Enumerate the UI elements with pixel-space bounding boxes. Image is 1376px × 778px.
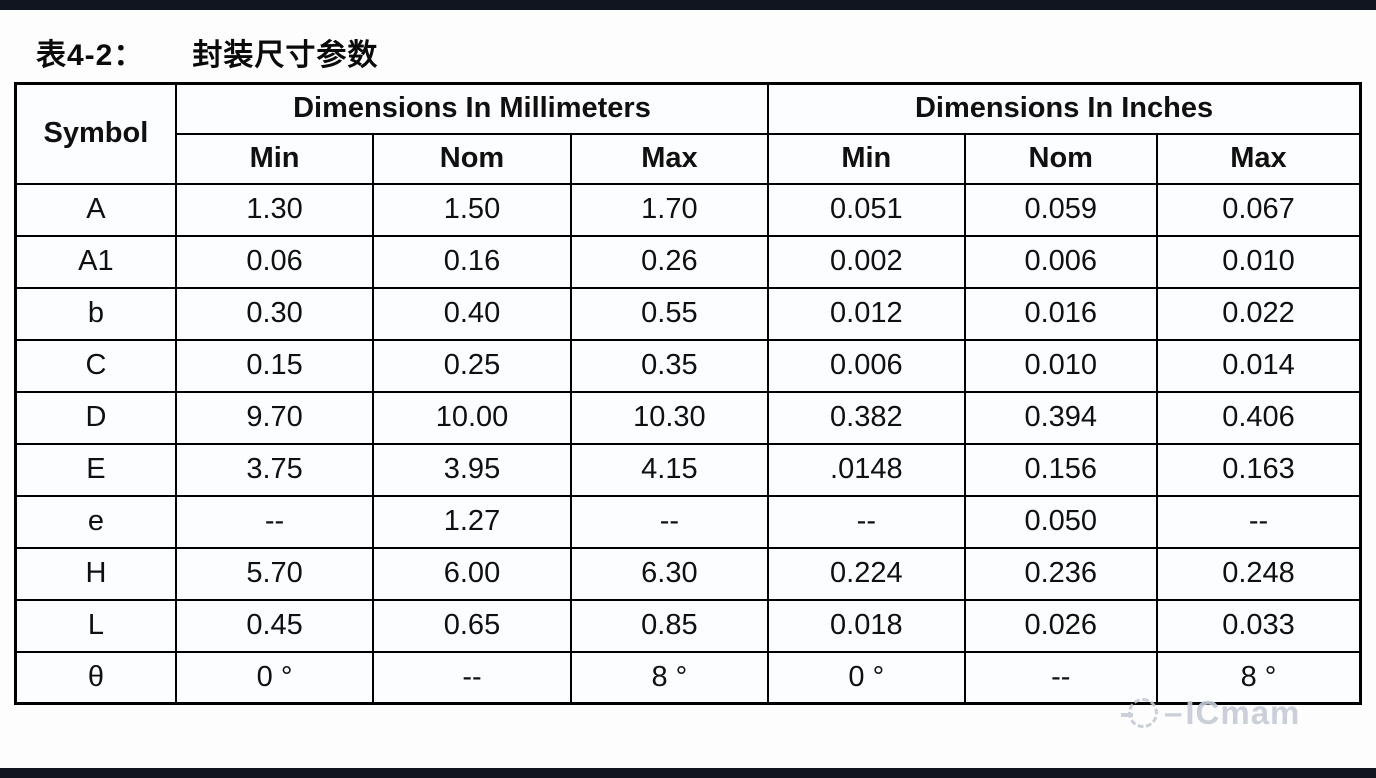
table-row: A 1.30 1.50 1.70 0.051 0.059 0.067 <box>14 182 1362 237</box>
millimeters-group-header: Dimensions In Millimeters <box>174 82 770 135</box>
value-cell: 0.06 <box>174 234 375 289</box>
value-cell: 8 ° <box>1155 650 1362 705</box>
value-cell: 6.00 <box>372 546 572 601</box>
table-row: L 0.45 0.65 0.85 0.018 0.026 0.033 <box>14 598 1362 653</box>
inches-group-header: Dimensions In Inches <box>767 82 1362 135</box>
value-cell: 10.30 <box>569 390 770 445</box>
symbol-cell: L <box>14 598 177 653</box>
in-max-header: Max <box>1155 132 1362 185</box>
symbol-cell: A <box>14 182 177 237</box>
value-cell: 0.014 <box>1155 338 1362 393</box>
value-cell: 0.006 <box>963 234 1158 289</box>
value-cell: 9.70 <box>174 390 375 445</box>
value-cell: 0.406 <box>1155 390 1362 445</box>
value-cell: 0.026 <box>963 598 1158 653</box>
value-cell: 0.394 <box>963 390 1158 445</box>
value-cell: 0.022 <box>1155 286 1362 341</box>
value-cell: 0.40 <box>372 286 572 341</box>
value-cell: 6.30 <box>569 546 770 601</box>
symbol-cell: C <box>14 338 177 393</box>
value-cell: 0.55 <box>569 286 770 341</box>
table-number-label: 表4-2： <box>36 39 145 72</box>
table-row: b 0.30 0.40 0.55 0.012 0.016 0.022 <box>14 286 1362 341</box>
value-cell: -- <box>372 650 572 705</box>
bottom-letterbox-bar <box>0 768 1376 778</box>
value-cell: 0.65 <box>372 598 572 653</box>
value-cell: 0.006 <box>767 338 966 393</box>
table-title-text: 封装尺寸参数 <box>192 39 379 72</box>
symbol-cell: D <box>14 390 177 445</box>
mm-min-header: Min <box>174 132 375 185</box>
mm-nom-header: Nom <box>372 132 572 185</box>
value-cell: 1.30 <box>174 182 375 237</box>
value-cell: 4.15 <box>569 442 770 497</box>
symbol-cell: e <box>14 494 177 549</box>
value-cell: 5.70 <box>174 546 375 601</box>
value-cell: 1.27 <box>372 494 572 549</box>
table-caption: 表4-2： 封装尺寸参数 <box>36 30 378 74</box>
value-cell: 0.382 <box>767 390 966 445</box>
value-cell: -- <box>1155 494 1362 549</box>
value-cell: -- <box>767 494 966 549</box>
value-cell: 0.016 <box>963 286 1158 341</box>
value-cell: 1.50 <box>372 182 572 237</box>
value-cell: 0 ° <box>767 650 966 705</box>
value-cell: 0.30 <box>174 286 375 341</box>
mm-max-header: Max <box>569 132 770 185</box>
symbol-cell: θ <box>14 650 177 705</box>
symbol-cell: H <box>14 546 177 601</box>
value-cell: 0.15 <box>174 338 375 393</box>
value-cell: -- <box>174 494 375 549</box>
value-cell: -- <box>963 650 1158 705</box>
table-row: A1 0.06 0.16 0.26 0.002 0.006 0.010 <box>14 234 1362 289</box>
package-dimensions-table: Symbol Dimensions In Millimeters Dimensi… <box>14 82 1362 705</box>
in-min-header: Min <box>767 132 966 185</box>
table-row: C 0.15 0.25 0.35 0.006 0.010 0.014 <box>14 338 1362 393</box>
value-cell: 0.85 <box>569 598 770 653</box>
value-cell: 3.75 <box>174 442 375 497</box>
value-cell: 0.26 <box>569 234 770 289</box>
symbol-cell: A1 <box>14 234 177 289</box>
table-row: H 5.70 6.00 6.30 0.224 0.236 0.248 <box>14 546 1362 601</box>
symbol-cell: b <box>14 286 177 341</box>
in-nom-header: Nom <box>963 132 1158 185</box>
symbol-column-header: Symbol <box>14 82 177 185</box>
value-cell: 0.010 <box>963 338 1158 393</box>
value-cell: 0.002 <box>767 234 966 289</box>
value-cell: 0.45 <box>174 598 375 653</box>
value-cell: 0.050 <box>963 494 1158 549</box>
value-cell: 3.95 <box>372 442 572 497</box>
value-cell: 10.00 <box>372 390 572 445</box>
symbol-cell: E <box>14 442 177 497</box>
value-cell: 0.156 <box>963 442 1158 497</box>
value-cell: 0 ° <box>174 650 375 705</box>
value-cell: 0.051 <box>767 182 966 237</box>
table-body: A 1.30 1.50 1.70 0.051 0.059 0.067 A1 0.06 0.16 0.… <box>14 182 1362 705</box>
top-letterbox-bar <box>0 0 1376 10</box>
value-cell: 0.25 <box>372 338 572 393</box>
value-cell: 0.067 <box>1155 182 1362 237</box>
value-cell: 0.248 <box>1155 546 1362 601</box>
value-cell: 8 ° <box>569 650 770 705</box>
value-cell: 1.70 <box>569 182 770 237</box>
table-header-row-minmax: Min Nom Max Min Nom Max <box>16 132 1362 185</box>
value-cell: 0.163 <box>1155 442 1362 497</box>
table-row: e -- 1.27 -- -- 0.050 -- <box>14 494 1362 549</box>
value-cell: 0.35 <box>569 338 770 393</box>
value-cell: 0.059 <box>963 182 1158 237</box>
value-cell: 0.224 <box>767 546 966 601</box>
table-row: D 9.70 10.00 10.30 0.382 0.394 0.406 <box>14 390 1362 445</box>
value-cell: -- <box>569 494 770 549</box>
table-row: E 3.75 3.95 4.15.0148 0.156 0.163 <box>14 442 1362 497</box>
value-cell: 0.018 <box>767 598 966 653</box>
value-cell: .0148 <box>767 442 966 497</box>
value-cell: 0.236 <box>963 546 1158 601</box>
table-header-row-groups: Symbol Dimensions In Millimeters Dimensi… <box>14 82 1362 185</box>
value-cell: 0.010 <box>1155 234 1362 289</box>
table-header: Symbol Dimensions In Millimeters Dimensi… <box>14 82 1362 185</box>
value-cell: 0.033 <box>1155 598 1362 653</box>
value-cell: 0.16 <box>372 234 572 289</box>
value-cell: 0.012 <box>767 286 966 341</box>
